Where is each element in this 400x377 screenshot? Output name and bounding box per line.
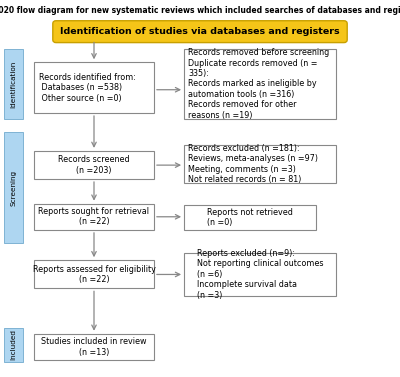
Text: Reports excluded (n=9):
Not reporting clinical outcomes
(n =6)
Incomplete surviv: Reports excluded (n=9): Not reporting cl…	[197, 249, 323, 300]
Text: Reports sought for retrieval
(n =22): Reports sought for retrieval (n =22)	[38, 207, 150, 227]
Text: Records removed before screening
Duplicate records removed (n =
335):
Records ma: Records removed before screening Duplica…	[188, 48, 329, 120]
FancyBboxPatch shape	[4, 132, 23, 243]
Text: PRISMA 2020 flow diagram for new systematic reviews which included searches of d: PRISMA 2020 flow diagram for new systema…	[0, 6, 400, 15]
FancyBboxPatch shape	[184, 253, 336, 296]
Text: Screening: Screening	[11, 170, 17, 205]
FancyBboxPatch shape	[34, 260, 154, 288]
FancyBboxPatch shape	[4, 49, 23, 119]
Text: Identification of studies via databases and registers: Identification of studies via databases …	[60, 27, 340, 36]
Text: Reports assessed for eligibility
(n =22): Reports assessed for eligibility (n =22)	[32, 265, 156, 284]
Text: Records identified from:
 Databases (n =538)
 Other source (n =0): Records identified from: Databases (n =5…	[39, 73, 136, 103]
FancyBboxPatch shape	[4, 328, 23, 362]
Text: Included: Included	[11, 329, 17, 360]
Text: Records excluded (n =181):
Reviews, meta-analyses (n =97)
Meeting, comments (n =: Records excluded (n =181): Reviews, meta…	[188, 144, 318, 184]
FancyBboxPatch shape	[184, 145, 336, 183]
FancyBboxPatch shape	[184, 49, 336, 119]
FancyBboxPatch shape	[34, 151, 154, 179]
Text: Records screened
(n =203): Records screened (n =203)	[58, 155, 130, 175]
FancyBboxPatch shape	[53, 21, 347, 43]
Text: Studies included in review
(n =13): Studies included in review (n =13)	[41, 337, 147, 357]
FancyBboxPatch shape	[184, 205, 316, 230]
Text: Identification: Identification	[10, 60, 17, 107]
FancyBboxPatch shape	[34, 334, 154, 360]
FancyBboxPatch shape	[34, 62, 154, 113]
Text: Reports not retrieved
(n =0): Reports not retrieved (n =0)	[207, 208, 293, 227]
FancyBboxPatch shape	[34, 204, 154, 230]
